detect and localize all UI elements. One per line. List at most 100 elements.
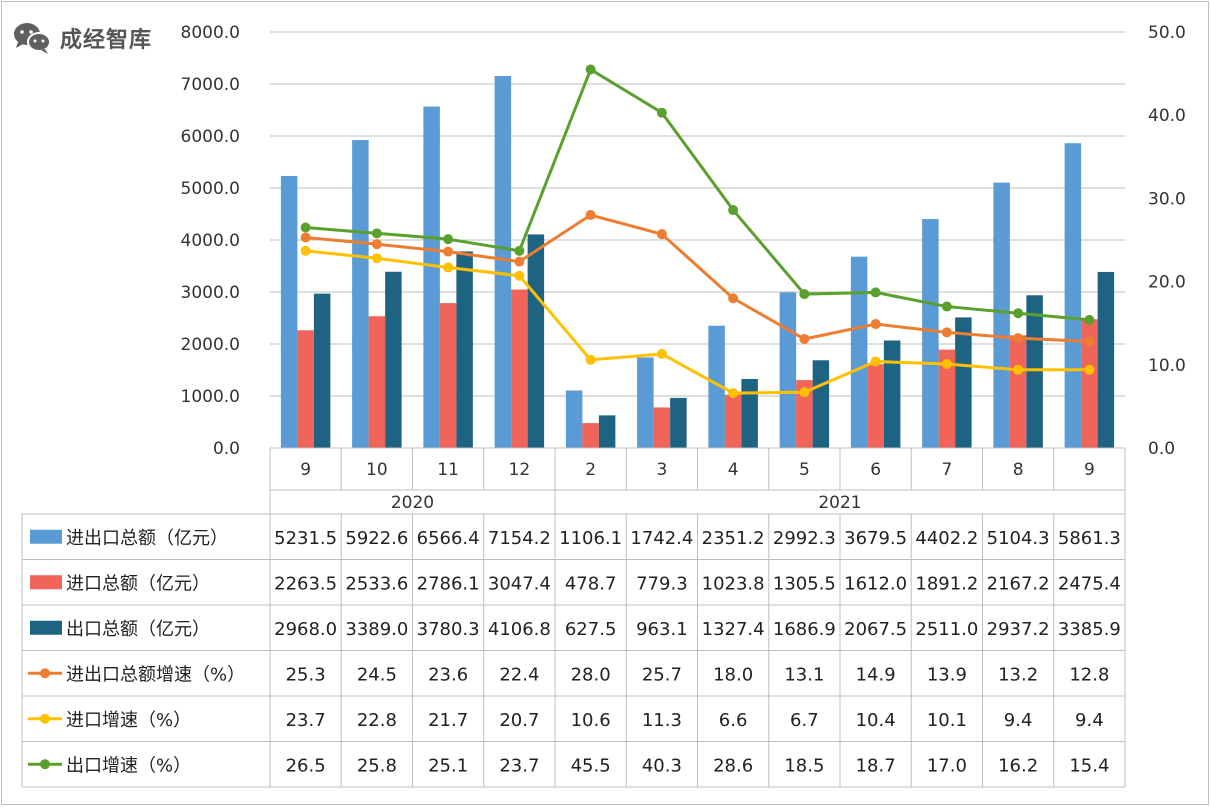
data-label: 25.7: [642, 664, 682, 685]
line-point: [443, 246, 454, 257]
y-left-tick-label: 1000.0: [181, 387, 240, 407]
line-point: [941, 327, 952, 338]
x-tick-label: 5: [799, 460, 810, 480]
data-label: 9.4: [1075, 710, 1104, 731]
bar: [653, 407, 671, 448]
data-label: 2263.5: [274, 573, 337, 594]
bar: [955, 317, 972, 448]
data-label: 2937.2: [987, 619, 1050, 640]
bar: [883, 340, 901, 448]
bar: [1026, 295, 1043, 448]
data-label: 25.1: [428, 755, 468, 776]
y-right-tick-label: 0.0: [1148, 439, 1175, 459]
line-point: [799, 387, 810, 398]
watermark-text: 成经智库: [60, 27, 153, 53]
axes: 0.0 1000.0 2000.0 3000.0 4000.0 5000.0 6000.0 7…: [181, 23, 1186, 514]
data-label: 22.4: [499, 664, 539, 685]
data-label: 1686.9: [773, 619, 836, 640]
bar: [527, 234, 545, 448]
data-label: 13.1: [784, 664, 824, 685]
data-label: 2992.3: [773, 528, 836, 549]
line-point: [443, 262, 454, 273]
data-table: 进出口总额（亿元） 5231.5 5922.6 6566.4 7154.2 1106.1 1…: [21, 513, 1126, 788]
data-label: 5231.5: [274, 528, 337, 549]
line-point: [728, 388, 739, 399]
line-point: [300, 222, 311, 233]
x-tick-label: 11: [437, 460, 459, 480]
bar: [565, 390, 583, 448]
x-tick-label: 4: [728, 460, 739, 480]
x-tick-label: 7: [941, 460, 952, 480]
year-group-label: 2021: [818, 493, 861, 513]
data-label: 45.5: [571, 755, 611, 776]
bar: [993, 182, 1010, 448]
line-point: [514, 256, 525, 267]
y-right-tick-label: 50.0: [1148, 23, 1186, 43]
bar: [724, 394, 742, 448]
data-label: 3780.3: [417, 619, 480, 640]
data-label: 3679.5: [844, 528, 907, 549]
data-label: 13.2: [998, 664, 1038, 685]
data-label: 6.6: [719, 710, 748, 731]
data-label: 2351.2: [702, 528, 765, 549]
y-left-tick-label: 0.0: [213, 439, 240, 459]
data-label: 2968.0: [274, 619, 337, 640]
data-label: 7154.2: [488, 528, 551, 549]
data-label: 1106.1: [559, 528, 622, 549]
line-point: [371, 239, 382, 250]
bar: [598, 415, 616, 448]
y-right-tick-label: 40.0: [1148, 106, 1186, 126]
data-label: 6.7: [790, 710, 819, 731]
bar: [1064, 143, 1082, 448]
line-point: [870, 319, 881, 330]
data-label: 2786.1: [417, 573, 480, 594]
x-tick-label: 8: [1013, 460, 1024, 480]
y-right-tick-label: 10.0: [1148, 356, 1186, 376]
line-point: [514, 270, 525, 281]
data-label: 16.2: [998, 755, 1038, 776]
data-label: 2167.2: [987, 573, 1050, 594]
bar: [511, 289, 528, 448]
data-label: 5922.6: [345, 528, 408, 549]
x-tick-label: 10: [366, 460, 388, 480]
bar-series-group: [280, 75, 1115, 449]
x-tick-label: 6: [870, 460, 881, 480]
bar: [741, 378, 758, 448]
data-label: 22.8: [357, 710, 397, 731]
y-left-tick-label: 6000.0: [181, 127, 240, 147]
bar: [439, 303, 457, 448]
y-right-tick-label: 30.0: [1148, 189, 1186, 209]
y-left-tick-label: 2000.0: [181, 335, 240, 355]
data-label: 18.5: [784, 755, 824, 776]
data-label: 3389.0: [345, 619, 408, 640]
line-point: [941, 301, 952, 312]
bar: [796, 380, 813, 448]
data-label: 28.0: [571, 664, 611, 685]
legend-marker: [40, 759, 50, 770]
bar: [582, 423, 599, 448]
data-label: 6566.4: [417, 528, 480, 549]
x-tick-label: 12: [509, 460, 531, 480]
data-label: 963.1: [636, 619, 688, 640]
line-point: [1084, 314, 1095, 325]
series-line: [305, 67, 1090, 322]
bar: [1009, 335, 1027, 448]
bar: [456, 251, 473, 448]
data-label: 9.4: [1004, 710, 1033, 731]
line-point: [514, 245, 525, 256]
bar: [494, 75, 512, 448]
legend-label: 进出口总额（亿元）: [66, 528, 228, 549]
data-label: 25.3: [286, 664, 326, 685]
line-point: [728, 205, 739, 216]
y-left-tick-label: 4000.0: [181, 231, 240, 251]
legend-marker: [40, 713, 50, 724]
line-point: [585, 210, 596, 221]
data-label: 15.4: [1069, 755, 1109, 776]
data-label: 1742.4: [630, 528, 693, 549]
bar: [708, 325, 725, 448]
line-point: [371, 253, 382, 264]
data-label: 779.3: [636, 573, 688, 594]
